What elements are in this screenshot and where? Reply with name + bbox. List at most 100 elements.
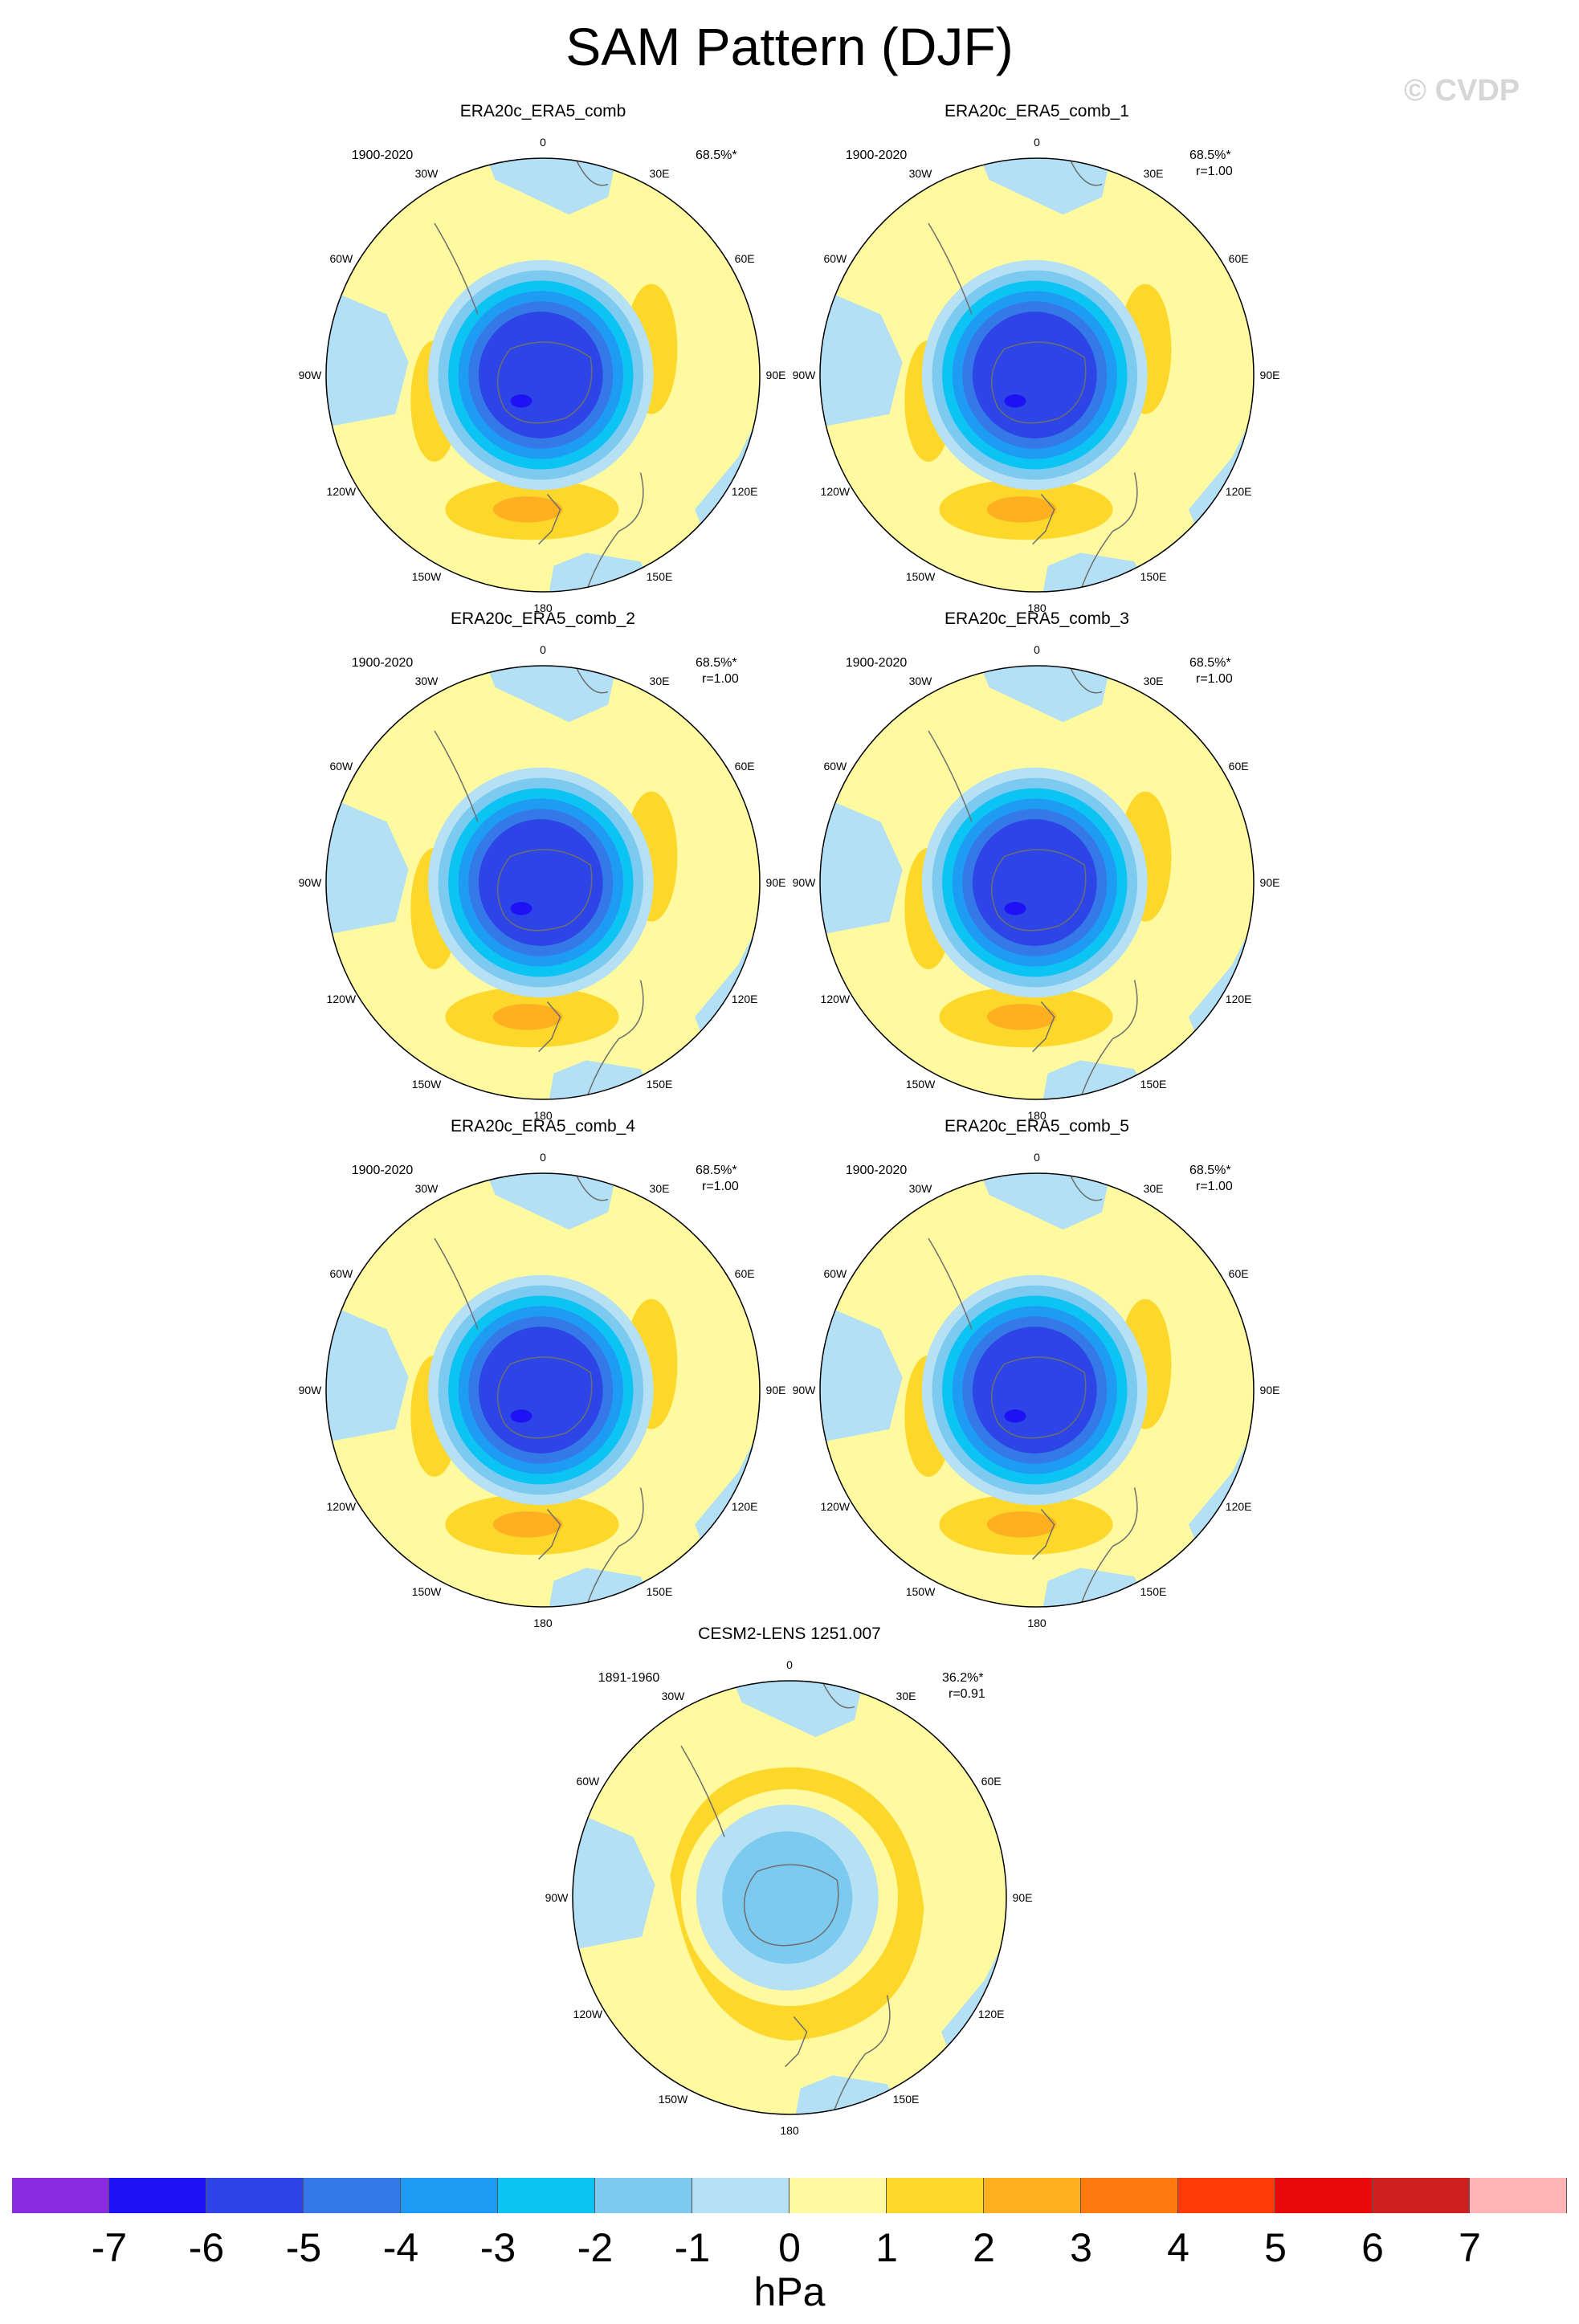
longitude-label: 120E (977, 2008, 1005, 2020)
longitude-label: 90E (765, 1384, 786, 1396)
longitude-label: 90W (298, 876, 322, 889)
sh-polar-map (325, 1172, 761, 1608)
period-label: 1900-2020 (351, 149, 414, 162)
colorbar-box (1178, 2178, 1275, 2213)
longitude-label: 120W (326, 485, 357, 498)
longitude-label: 30W (661, 1689, 685, 1702)
pattern-correlation: r=1.00 (1196, 1180, 1233, 1193)
longitude-label: 90W (545, 1891, 569, 1904)
watermark: © CVDP (1404, 74, 1520, 108)
longitude-label: 0 (786, 1658, 793, 1671)
coastline (538, 494, 561, 545)
longitude-label: 30W (414, 1181, 439, 1195)
coastline (496, 341, 593, 424)
colorbar-box (109, 2178, 206, 2213)
coastline (1032, 1509, 1055, 1560)
longitude-label: 180 (1027, 601, 1047, 614)
explained-variance: 68.5%* (696, 1164, 737, 1177)
ocean-region (728, 1681, 866, 1738)
explained-variance: 68.5%* (696, 149, 737, 162)
positive-anomaly-core (492, 1004, 563, 1030)
coastline (990, 1356, 1087, 1439)
minimum-anomaly-spot (1004, 1409, 1026, 1423)
negative-anomaly-core (752, 1861, 823, 1934)
longitude-label: 180 (780, 2124, 799, 2137)
colorbar-tick-label: 3 (1070, 2225, 1092, 2270)
longitude-label: 0 (540, 643, 546, 656)
panel-title: ERA20c_ERA5_comb_1 (945, 102, 1129, 120)
longitude-label: 120E (1225, 1500, 1252, 1513)
map-border (325, 665, 761, 1100)
colorbar-tick-label: 1 (875, 2225, 898, 2270)
negative-anomaly-core (987, 1342, 1082, 1438)
coastline (1068, 666, 1103, 694)
longitude-label: 60E (734, 252, 755, 265)
ocean-region (820, 791, 903, 937)
coastline (1079, 980, 1138, 1099)
longitude-label: 120W (573, 2008, 603, 2020)
positive-anomaly-core (986, 1004, 1057, 1030)
longitude-label: 30E (649, 166, 670, 180)
colorbar-box (498, 2178, 595, 2213)
ocean-region (976, 1173, 1113, 1230)
longitude-label: 120W (820, 485, 851, 498)
colorbar-box (1275, 2178, 1373, 2213)
colorbar-tick-label: 6 (1361, 2225, 1384, 2270)
ocean-region (976, 158, 1113, 215)
positive-anomaly-core (986, 1511, 1057, 1538)
sh-polar-map (819, 1172, 1255, 1608)
colorbar-units: hPa (753, 2269, 826, 2314)
longitude-label: 90E (1012, 1891, 1033, 1904)
colorbar-tick-label: 2 (973, 2225, 995, 2270)
coastline (680, 1745, 725, 1837)
longitude-label: 60E (734, 760, 755, 773)
coastline (1068, 158, 1103, 186)
explained-variance: 36.2%* (942, 1671, 984, 1685)
longitude-label: 120E (731, 485, 758, 498)
coastline (496, 849, 593, 932)
longitude-label: 90E (1259, 1384, 1280, 1396)
colorbar-tick-label: -2 (577, 2225, 614, 2270)
coastline (1032, 494, 1055, 545)
longitude-label: 150W (905, 570, 936, 584)
longitude-label: 180 (533, 1109, 553, 1122)
longitude-label: 150W (658, 2093, 688, 2106)
longitude-label: 150E (1140, 570, 1167, 584)
longitude-label: 0 (1034, 643, 1040, 656)
colorbar-box (595, 2178, 692, 2213)
longitude-label: 60W (823, 760, 847, 773)
ocean-region (326, 283, 409, 430)
longitude-label: 120E (1225, 993, 1252, 1005)
coastline (585, 472, 644, 592)
colorbar-tick-label: -3 (479, 2225, 516, 2270)
pattern-correlation: r=1.00 (1196, 165, 1233, 178)
longitude-label: 120E (731, 1500, 758, 1513)
coastline (496, 1356, 593, 1439)
longitude-label: 90E (1259, 876, 1280, 889)
longitude-label: 150E (1140, 1585, 1167, 1599)
sh-polar-map (572, 1680, 1007, 2115)
positive-anomaly-core (492, 496, 563, 523)
minimum-anomaly-spot (510, 394, 532, 408)
coastline (821, 1681, 855, 1709)
colorbar-box (790, 2178, 887, 2213)
longitude-label: 30E (649, 1181, 670, 1195)
negative-anomaly-core (493, 1342, 588, 1438)
panel-title: ERA20c_ERA5_comb_4 (451, 1117, 635, 1135)
coastline (574, 1173, 609, 1201)
longitude-label: 120W (820, 1500, 851, 1513)
colorbar-tick-label: -4 (382, 2225, 419, 2270)
ocean-region (820, 1299, 903, 1445)
longitude-label: 60E (1228, 760, 1249, 773)
colorbar-box (1470, 2178, 1567, 2213)
pattern-correlation: r=1.00 (702, 672, 739, 686)
coastline (928, 1237, 973, 1330)
ocean-region (976, 666, 1113, 723)
map-border (325, 1172, 761, 1608)
colorbar-box (304, 2178, 401, 2213)
negative-anomaly-core (987, 327, 1082, 423)
colorbar-tick-label: -5 (285, 2225, 322, 2270)
period-label: 1900-2020 (351, 1164, 414, 1177)
negative-anomaly-core (987, 834, 1082, 931)
longitude-label: 90E (765, 876, 786, 889)
